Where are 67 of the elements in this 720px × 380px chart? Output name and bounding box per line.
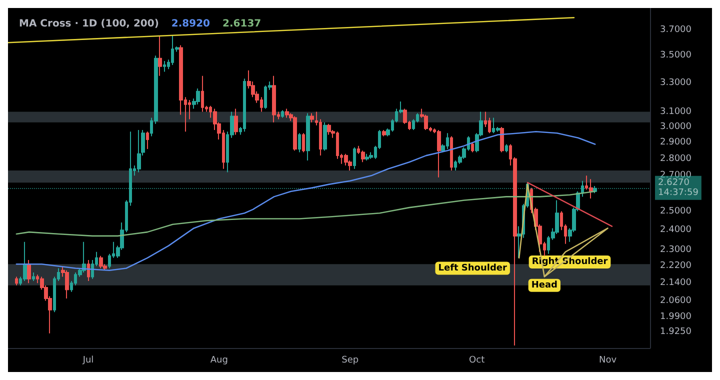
candlestick <box>65 270 69 300</box>
candlestick <box>353 146 356 170</box>
candlestick <box>361 150 365 163</box>
y-tick-label: 2.3000 <box>660 244 692 255</box>
y-tick-label: 3.7000 <box>660 24 692 35</box>
annotation: Head <box>531 280 558 290</box>
annotation: 2.8920 <box>171 18 210 30</box>
annotation: Left Shoulder <box>438 263 508 274</box>
y-tick-label: 3.0000 <box>660 122 692 132</box>
candlestick <box>137 130 141 173</box>
candlestick <box>437 130 441 178</box>
candlestick <box>146 131 149 150</box>
candlestick <box>234 108 238 136</box>
candlestick <box>99 255 103 269</box>
annotation: 2.6137 <box>222 18 262 30</box>
candlestick <box>471 142 474 153</box>
x-tick-label: Nov <box>598 356 618 366</box>
candlestick <box>327 123 331 136</box>
y-tick-label: 3.1000 <box>660 106 692 117</box>
line-series <box>16 190 596 237</box>
candlestick <box>87 259 90 282</box>
candlestick <box>323 122 327 152</box>
candlestick <box>15 276 18 286</box>
candlestick <box>589 178 593 199</box>
candlestick <box>302 132 305 153</box>
candlestick <box>365 153 369 162</box>
x-tick-label: Sep <box>342 356 359 366</box>
candlestick <box>450 136 453 172</box>
y-tick-label: 2.4000 <box>660 225 692 236</box>
candlestick <box>243 78 246 132</box>
candlestick <box>272 75 276 123</box>
y-tick-label: 2.1400 <box>660 278 692 288</box>
candlestick <box>163 60 166 72</box>
candlestick <box>382 130 386 137</box>
candlestick <box>500 126 504 153</box>
y-tick-label: 2.8000 <box>660 154 692 164</box>
candlestick <box>505 144 508 153</box>
candlestick <box>196 88 200 105</box>
candlestick <box>593 186 597 194</box>
x-tick-label: Oct <box>469 356 486 366</box>
candlestick <box>581 180 584 198</box>
candlestick <box>27 259 31 284</box>
ref-line-label: 2.6270 14:37:59 <box>658 178 699 198</box>
candlestick <box>293 116 297 152</box>
y-tick-label: 2.0600 <box>660 296 692 306</box>
candlestick <box>32 272 35 282</box>
candlestick <box>306 112 310 162</box>
candlestick <box>201 75 204 112</box>
candlestick <box>158 36 162 76</box>
candlestick <box>298 132 301 153</box>
y-tick-label: 2.2200 <box>660 261 692 272</box>
candlestick <box>344 153 348 166</box>
y-tick-label: 3.3000 <box>660 78 692 88</box>
y-tick-label: 2.9000 <box>660 138 692 148</box>
text: MA Cross · 1D (100, 200) <box>19 18 159 30</box>
annotation: Right Shoulder <box>532 257 608 268</box>
x-tick-label: Jul <box>82 356 94 366</box>
y-tick-label: 2.5000 <box>660 206 692 216</box>
line-series <box>518 184 608 278</box>
y-tick-label: 1.9250 <box>660 327 692 338</box>
candlestick <box>23 241 27 282</box>
candlestick <box>310 112 314 123</box>
x-tick-label: Aug <box>210 356 228 366</box>
candlestick <box>285 108 289 118</box>
y-tick-label: 3.5000 <box>660 50 692 61</box>
y-tick-label: 1.9900 <box>660 312 692 322</box>
candlestick <box>281 110 284 118</box>
